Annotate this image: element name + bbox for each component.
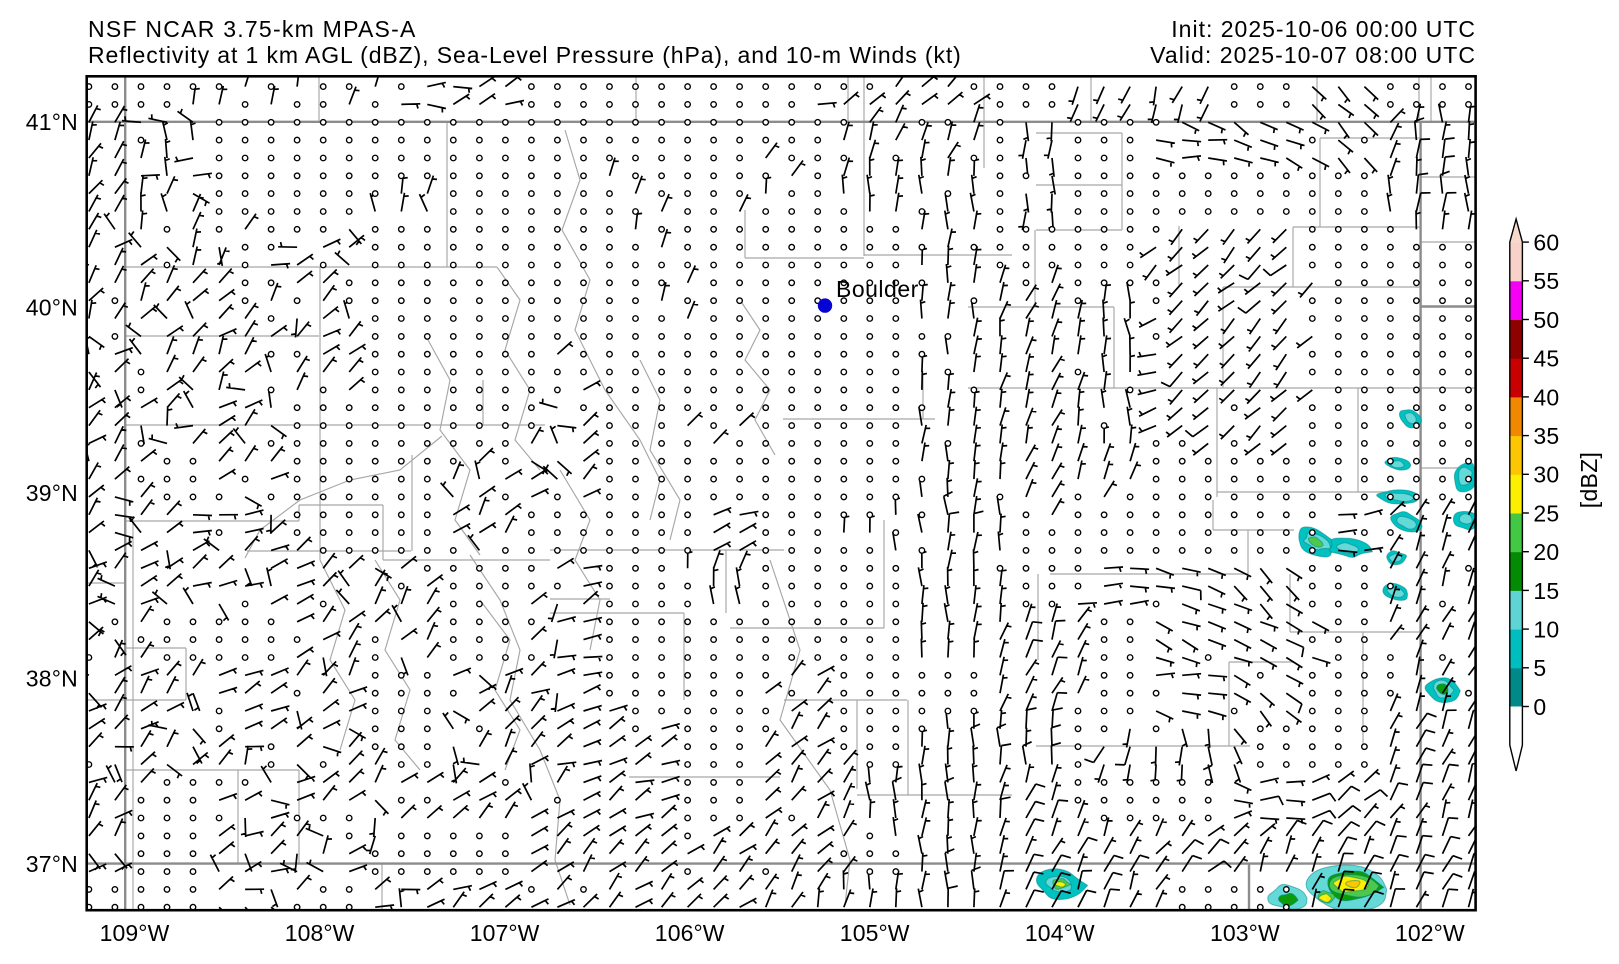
svg-text:38°N: 38°N	[26, 666, 78, 692]
svg-text:20: 20	[1533, 539, 1559, 565]
svg-text:109°W: 109°W	[100, 920, 170, 946]
svg-text:[dBZ]: [dBZ]	[1576, 452, 1602, 508]
svg-text:39°N: 39°N	[26, 480, 78, 506]
svg-text:60: 60	[1533, 230, 1559, 256]
svg-text:104°W: 104°W	[1025, 920, 1095, 946]
svg-text:Valid: 2025-10-07 08:00 UTC: Valid: 2025-10-07 08:00 UTC	[1150, 42, 1476, 68]
svg-text:25: 25	[1533, 500, 1559, 526]
svg-text:55: 55	[1533, 268, 1559, 294]
svg-text:108°W: 108°W	[285, 920, 355, 946]
svg-text:107°W: 107°W	[470, 920, 540, 946]
svg-text:105°W: 105°W	[840, 920, 910, 946]
svg-text:30: 30	[1533, 462, 1559, 488]
svg-text:37°N: 37°N	[26, 851, 78, 877]
svg-text:10: 10	[1533, 617, 1559, 643]
svg-text:40: 40	[1533, 384, 1559, 410]
svg-text:Reflectivity at 1 km AGL (dBZ): Reflectivity at 1 km AGL (dBZ), Sea-Leve…	[88, 42, 962, 68]
svg-text:0: 0	[1533, 694, 1546, 720]
svg-text:106°W: 106°W	[655, 920, 725, 946]
svg-text:45: 45	[1533, 346, 1559, 372]
svg-text:102°W: 102°W	[1395, 920, 1465, 946]
svg-text:NSF NCAR 3.75-km MPAS-A: NSF NCAR 3.75-km MPAS-A	[88, 16, 417, 42]
svg-text:Boulder: Boulder	[836, 276, 919, 302]
svg-text:5: 5	[1533, 655, 1546, 681]
svg-text:40°N: 40°N	[26, 295, 78, 321]
svg-text:Init: 2025-10-06 00:00 UTC: Init: 2025-10-06 00:00 UTC	[1171, 16, 1476, 42]
svg-text:15: 15	[1533, 578, 1559, 604]
svg-text:35: 35	[1533, 423, 1559, 449]
svg-text:50: 50	[1533, 307, 1559, 333]
svg-text:103°W: 103°W	[1210, 920, 1280, 946]
svg-text:41°N: 41°N	[26, 109, 78, 135]
